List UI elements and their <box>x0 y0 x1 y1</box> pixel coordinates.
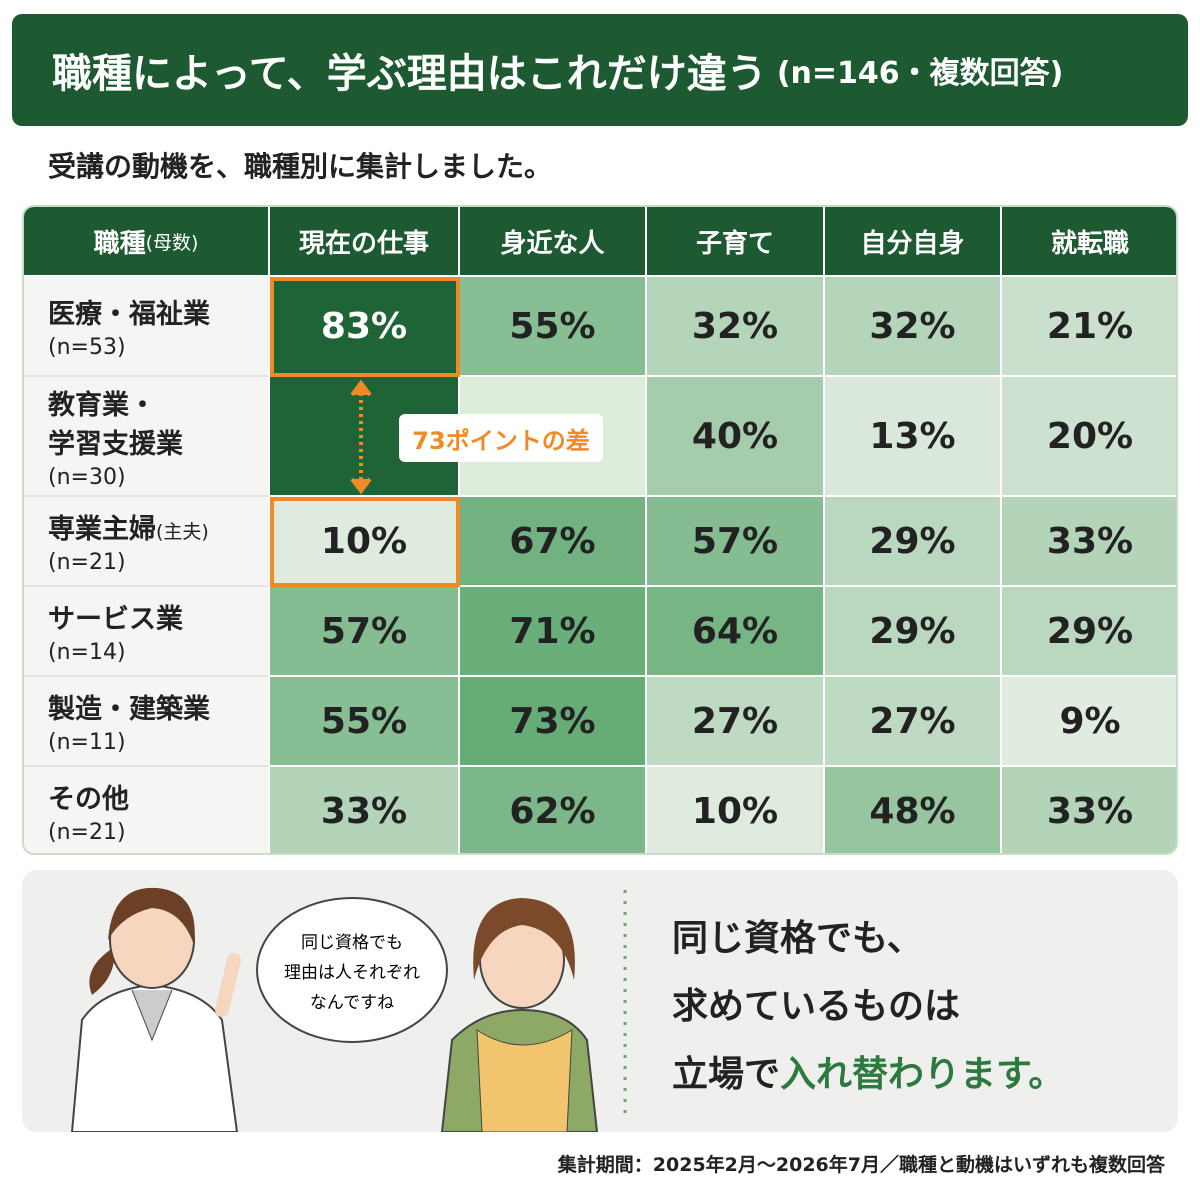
speech-line: 理由は人それぞれ <box>284 963 420 983</box>
message-line: 立場で入れ替わります。 <box>672 1041 1064 1109</box>
row-label: 専業主婦(主夫) (n=21) <box>24 497 270 587</box>
column-header: 自分自身 <box>825 207 1002 277</box>
table: 職種 (母数) 現在の仕事 身近な人 子育て 自分自身 就転職 医療・福祉業 (n=53) 83%… <box>22 205 1178 855</box>
column-header: 職種 (母数) <box>24 207 270 277</box>
table-cell: 83% <box>270 277 460 377</box>
table-cell: 9% <box>1002 677 1176 767</box>
message-highlight: 入れ替わります。 <box>780 1054 1065 1095</box>
title: 職種によって、学ぶ理由はこれだけ違う <box>52 51 767 97</box>
column-header: 就転職 <box>1002 207 1176 277</box>
table-cell: 62% <box>460 767 647 853</box>
title-note: (n=146・複数回答) <box>776 56 1064 91</box>
header-note: (母数) <box>145 231 199 254</box>
row-label-line: 製造・建築業 <box>48 694 210 725</box>
table-cell: 71% <box>460 587 647 677</box>
table-cell: 73% <box>460 677 647 767</box>
table-cell: 32% <box>825 277 1002 377</box>
subtitle: 受講の動機を、職種別に集計しました。 <box>48 150 553 183</box>
row-label-line: 専業主婦(主夫) <box>48 514 209 545</box>
table-cell: 33% <box>1002 497 1176 587</box>
table-cell: 55% <box>270 677 460 767</box>
table-cell: 67% <box>460 497 647 587</box>
row-n: (n=14) <box>48 640 126 665</box>
table-cell: 55% <box>460 277 647 377</box>
highlight-box <box>270 497 460 587</box>
row-n: (n=30) <box>48 464 126 490</box>
table-cell: 33% <box>270 767 460 853</box>
row-label-line: その他 <box>48 784 129 815</box>
row-n: (n=11) <box>48 730 126 755</box>
table-cell: 48% <box>825 767 1002 853</box>
table-cell: 32% <box>647 277 825 377</box>
row-n: (n=53) <box>48 335 126 360</box>
row-label: サービス業 (n=14) <box>24 587 270 677</box>
illustration: 同じ資格でも 理由は人それぞれ なんですね <box>70 887 627 1133</box>
table-cell: 13% <box>825 377 1002 497</box>
table-cell: 29% <box>825 497 1002 587</box>
table-cell: 29% <box>1002 587 1176 677</box>
footer: 集計期間：2025年2月〜2026年7月／職種と動機はいずれも複数回答 <box>557 1154 1165 1176</box>
table-cell: 40% <box>647 377 825 497</box>
row-label-line: サービス業 <box>48 604 183 635</box>
table-cell: 57% <box>647 497 825 587</box>
table-cell: 57% <box>270 587 460 677</box>
row-label-line: 医療・福祉業 <box>48 299 210 330</box>
column-header: 現在の仕事 <box>270 207 460 277</box>
arrow-layer <box>350 379 372 495</box>
table-cell: 20% <box>1002 377 1176 497</box>
row-n: (n=21) <box>48 550 126 575</box>
row-label-note: (主夫) <box>156 521 209 543</box>
highlight-box <box>270 277 460 377</box>
header-label: 職種 <box>93 228 146 259</box>
table-cell: 27% <box>825 677 1002 767</box>
arrow <box>350 379 372 495</box>
table-cell: 33% <box>1002 767 1176 853</box>
table-cell: 10% <box>647 767 825 853</box>
column-header: 身近な人 <box>460 207 647 277</box>
message: 同じ資格でも、 求めているものは 立場で入れ替わります。 <box>672 905 1064 1109</box>
column-header: 子育て <box>647 207 825 277</box>
row-n: (n=21) <box>48 820 126 845</box>
bottom-panel: 同じ資格でも 理由は人それぞれ なんですね <box>22 870 1178 1133</box>
title-bar: 職種によって、学ぶ理由はこれだけ違う (n=146・複数回答) <box>12 14 1188 126</box>
row-label: その他 (n=21) <box>24 767 270 853</box>
table-cell: 64% <box>647 587 825 677</box>
doctor <box>70 887 241 1133</box>
row-label: 製造・建築業 (n=11) <box>24 677 270 767</box>
table-cell: 29% <box>825 587 1002 677</box>
woman <box>440 898 599 1133</box>
message-line: 同じ資格でも、 <box>672 918 923 959</box>
speech-line: 同じ資格でも <box>301 933 403 953</box>
row-label-line: 学習支援業 <box>48 428 183 460</box>
message-line: 求めているものは <box>672 986 961 1027</box>
row-label: 教育業・学習支援業 (n=30) <box>24 377 270 497</box>
annotation: 73ポイントの差 <box>399 414 603 462</box>
row-label-line: 教育業・ <box>48 389 156 421</box>
speech-bubble <box>256 897 448 1043</box>
message-text: 立場で <box>672 1054 781 1095</box>
table-cell: 21% <box>1002 277 1176 377</box>
table-cell: 27% <box>647 677 825 767</box>
row-label: 医療・福祉業 (n=53) <box>24 277 270 377</box>
speech-line: なんですね <box>310 993 394 1013</box>
